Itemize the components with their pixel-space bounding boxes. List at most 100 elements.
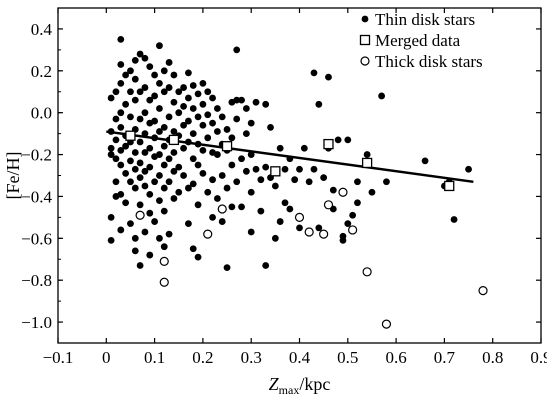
x-tick-label: 0.1: [144, 348, 165, 367]
thin-disk-point: [107, 144, 115, 152]
thin-disk-point: [141, 109, 149, 117]
thin-disk-point: [228, 203, 236, 211]
thin-disk-point: [185, 117, 192, 125]
thin-disk-point: [247, 228, 255, 236]
thin-disk-point: [146, 190, 154, 198]
thin-disk-point: [151, 218, 159, 225]
thin-disk-point: [209, 119, 216, 127]
thin-disk-point: [117, 161, 125, 169]
thin-disk-point: [218, 113, 226, 121]
thick-disk-point: [381, 319, 392, 329]
thin-disk-point: [146, 144, 154, 152]
legend-label: Merged data: [375, 31, 461, 50]
thin-disk-point: [194, 113, 202, 121]
thin-disk-point: [122, 142, 130, 150]
thick-disk-point: [159, 277, 169, 287]
thin-disk-point: [141, 149, 149, 156]
thin-disk-point: [136, 50, 144, 58]
thin-disk-point: [117, 123, 125, 131]
legend-label: Thick disk stars: [375, 52, 483, 71]
thin-disk-point: [300, 144, 308, 152]
thin-disk-point: [276, 218, 284, 225]
x-tick-label: −0.1: [43, 348, 74, 367]
thin-disk-point: [199, 170, 207, 177]
y-tick-label: −0.4: [21, 187, 52, 206]
thin-disk-point: [363, 151, 371, 158]
thin-disk-point: [146, 163, 154, 171]
thin-disk-point: [194, 201, 202, 209]
thin-disk-point: [146, 63, 154, 71]
merged-data-point: [361, 157, 373, 169]
axes: −0.1 0 0.1 0.2 0.3 0.4 0.5 0.6 0.7 0.8 0.9 0.4 0.2 0.…: [3, 7, 547, 397]
thin-disk-point: [136, 201, 144, 209]
thin-disk-point: [213, 151, 221, 158]
thick-disk-point: [478, 286, 488, 296]
thin-disk-point: [160, 207, 168, 215]
thin-disk-point: [218, 218, 226, 225]
thin-disk-point: [160, 142, 168, 150]
thin-disk-point: [131, 56, 139, 64]
y-axis-label: [Fe/H]: [3, 152, 23, 200]
thin-disk-point: [185, 220, 192, 228]
data-points-layer: [107, 36, 488, 329]
thin-disk-point: [117, 109, 125, 117]
thin-disk-point: [170, 195, 178, 202]
thin-disk-point: [378, 92, 386, 100]
thin-disk-point: [175, 188, 183, 196]
thin-disk-point: [170, 128, 178, 135]
thin-disk-point: [325, 73, 332, 81]
thin-disk-point: [242, 105, 250, 112]
thin-disk-point: [160, 123, 168, 131]
thin-disk-point: [465, 165, 472, 173]
x-axis-label: Zmax/kpc: [269, 374, 331, 397]
thin-disk-point: [310, 69, 318, 77]
x-tick-label: 0.8: [482, 348, 503, 367]
thin-disk-point: [156, 42, 163, 50]
thin-disk-point: [194, 90, 202, 98]
legend-marker-thin-disk-point: [361, 15, 369, 23]
thin-disk-point: [344, 136, 352, 144]
thin-disk-point: [262, 163, 270, 171]
thin-disk-point: [271, 182, 279, 190]
thin-disk-point: [122, 100, 130, 108]
merged-data-point: [444, 180, 455, 192]
thin-disk-point: [131, 149, 139, 156]
thin-disk-point: [180, 121, 187, 129]
thin-disk-point: [185, 94, 192, 102]
thin-disk-point: [189, 105, 197, 112]
thin-disk-point: [127, 88, 134, 96]
thin-disk-point: [310, 165, 318, 173]
thin-disk-point: [170, 149, 178, 156]
y-tick-label: −0.6: [21, 229, 52, 248]
thin-disk-point: [131, 184, 139, 192]
thin-disk-point: [156, 151, 163, 158]
thin-disk-point: [165, 84, 173, 91]
thin-disk-point: [180, 144, 187, 152]
y-tick-label: 0.0: [31, 104, 52, 123]
thin-disk-point: [354, 199, 361, 207]
thin-disk-point: [296, 224, 303, 232]
thin-disk-point: [233, 96, 241, 104]
thin-disk-point: [175, 88, 183, 96]
thin-disk-point: [329, 186, 337, 194]
thin-disk-point: [136, 262, 144, 269]
legend: Thin disk stars Merged data Thick disk sta…: [359, 10, 483, 71]
thin-disk-point: [151, 71, 159, 79]
thin-disk-point: [141, 167, 149, 175]
thin-disk-point: [450, 216, 458, 223]
thick-disk-point: [159, 256, 169, 266]
merged-data-point: [221, 141, 233, 152]
thin-disk-point: [286, 155, 294, 163]
thin-disk-point: [257, 207, 265, 215]
thin-disk-point: [156, 128, 163, 135]
thin-disk-point: [107, 151, 115, 158]
thin-disk-point: [233, 46, 241, 54]
thin-disk-point: [112, 136, 120, 144]
thin-disk-point: [247, 188, 255, 196]
y-tick-label: 0.4: [31, 20, 53, 39]
thin-disk-point: [160, 243, 168, 251]
x-axis-label-unit: /kpc: [299, 374, 330, 394]
x-tick-label: 0.5: [337, 348, 358, 367]
thin-disk-point: [262, 100, 270, 108]
thin-disk-point: [175, 163, 183, 171]
